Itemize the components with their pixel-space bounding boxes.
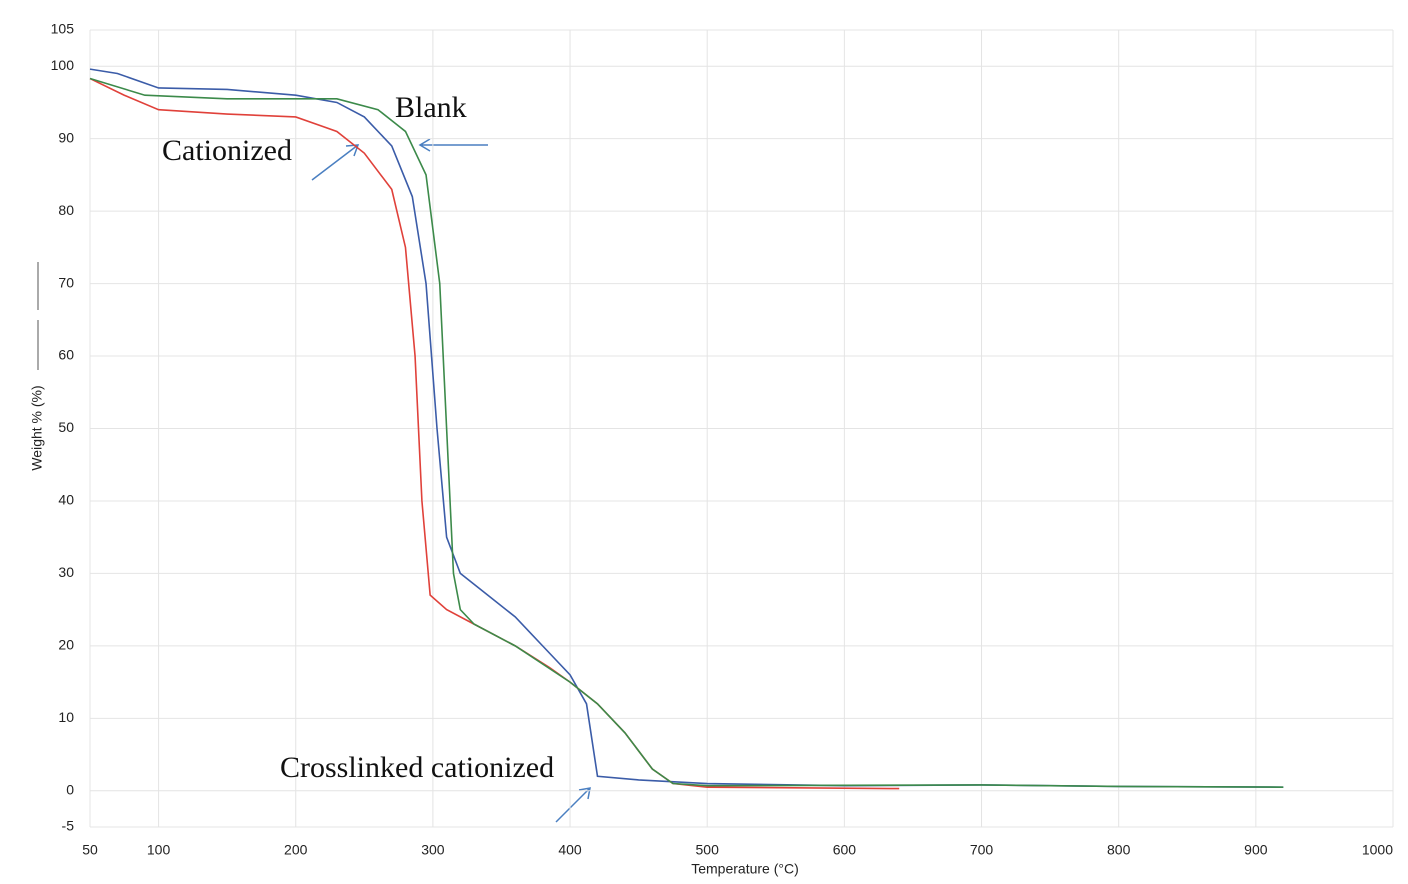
x-tick-label: 600 xyxy=(833,842,857,858)
y-tick-label: 50 xyxy=(58,419,74,435)
arrow xyxy=(418,138,488,152)
arrow xyxy=(555,787,591,823)
y-tick-label: -5 xyxy=(62,818,75,834)
x-tick-label: 200 xyxy=(284,842,308,858)
x-tick-label: 700 xyxy=(970,842,994,858)
x-tick-label: 400 xyxy=(558,842,582,858)
y-tick-label: 10 xyxy=(58,709,74,725)
x-tick-label: 100 xyxy=(147,842,171,858)
y-axis-label: Weight % (%) xyxy=(29,385,45,470)
y-tick-label: 90 xyxy=(58,129,74,145)
series-annotation: Cationized xyxy=(162,134,292,167)
series-line xyxy=(89,77,1284,788)
series-line xyxy=(89,68,1284,788)
series-line xyxy=(89,77,900,790)
y-tick-label: 105 xyxy=(51,21,75,37)
y-tick-label: 40 xyxy=(58,492,74,508)
x-tick-label: 50 xyxy=(82,842,98,858)
y-tick-label: 70 xyxy=(58,274,74,290)
y-tick-label: 80 xyxy=(58,202,74,218)
arrow xyxy=(311,144,360,181)
x-axis-label: Temperature (°C) xyxy=(691,861,799,877)
series-annotation: Blank xyxy=(395,91,467,124)
y-tick-label: 30 xyxy=(58,564,74,580)
x-tick-label: 500 xyxy=(696,842,720,858)
x-tick-label: 800 xyxy=(1107,842,1131,858)
series-annotation: Crosslinked cationized xyxy=(280,751,554,784)
y-tick-label: 0 xyxy=(66,781,74,797)
annotation-arrows xyxy=(311,138,591,823)
y-tick-label: 60 xyxy=(58,347,74,363)
x-tick-label: 300 xyxy=(421,842,445,858)
x-tick-label: 900 xyxy=(1244,842,1268,858)
x-tick-label: 1000 xyxy=(1362,842,1393,858)
y-tick-label: 100 xyxy=(51,57,75,73)
y-tick-label: 20 xyxy=(58,637,74,653)
